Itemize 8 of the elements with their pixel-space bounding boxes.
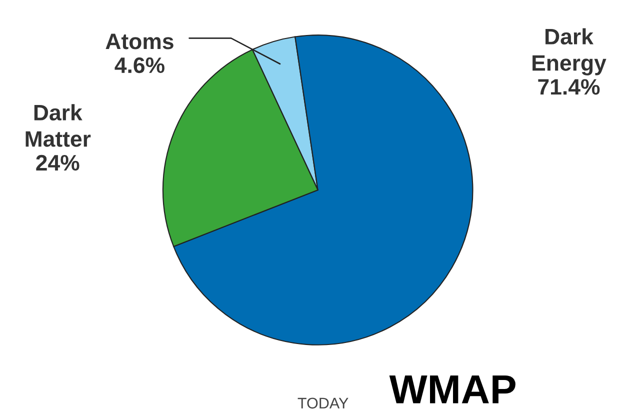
- data-label: 24%: [36, 154, 80, 171]
- text: TODAY: [298, 398, 348, 409]
- slice-label: Dark Energy: [532, 28, 606, 76]
- data-label: 4.6%: [114, 57, 164, 74]
- text: WMAP: [389, 376, 516, 404]
- slice-label: Dark Matter: [26, 104, 91, 147]
- data-label: 71.4%: [538, 79, 600, 95]
- slice-label: Atoms: [106, 34, 174, 50]
